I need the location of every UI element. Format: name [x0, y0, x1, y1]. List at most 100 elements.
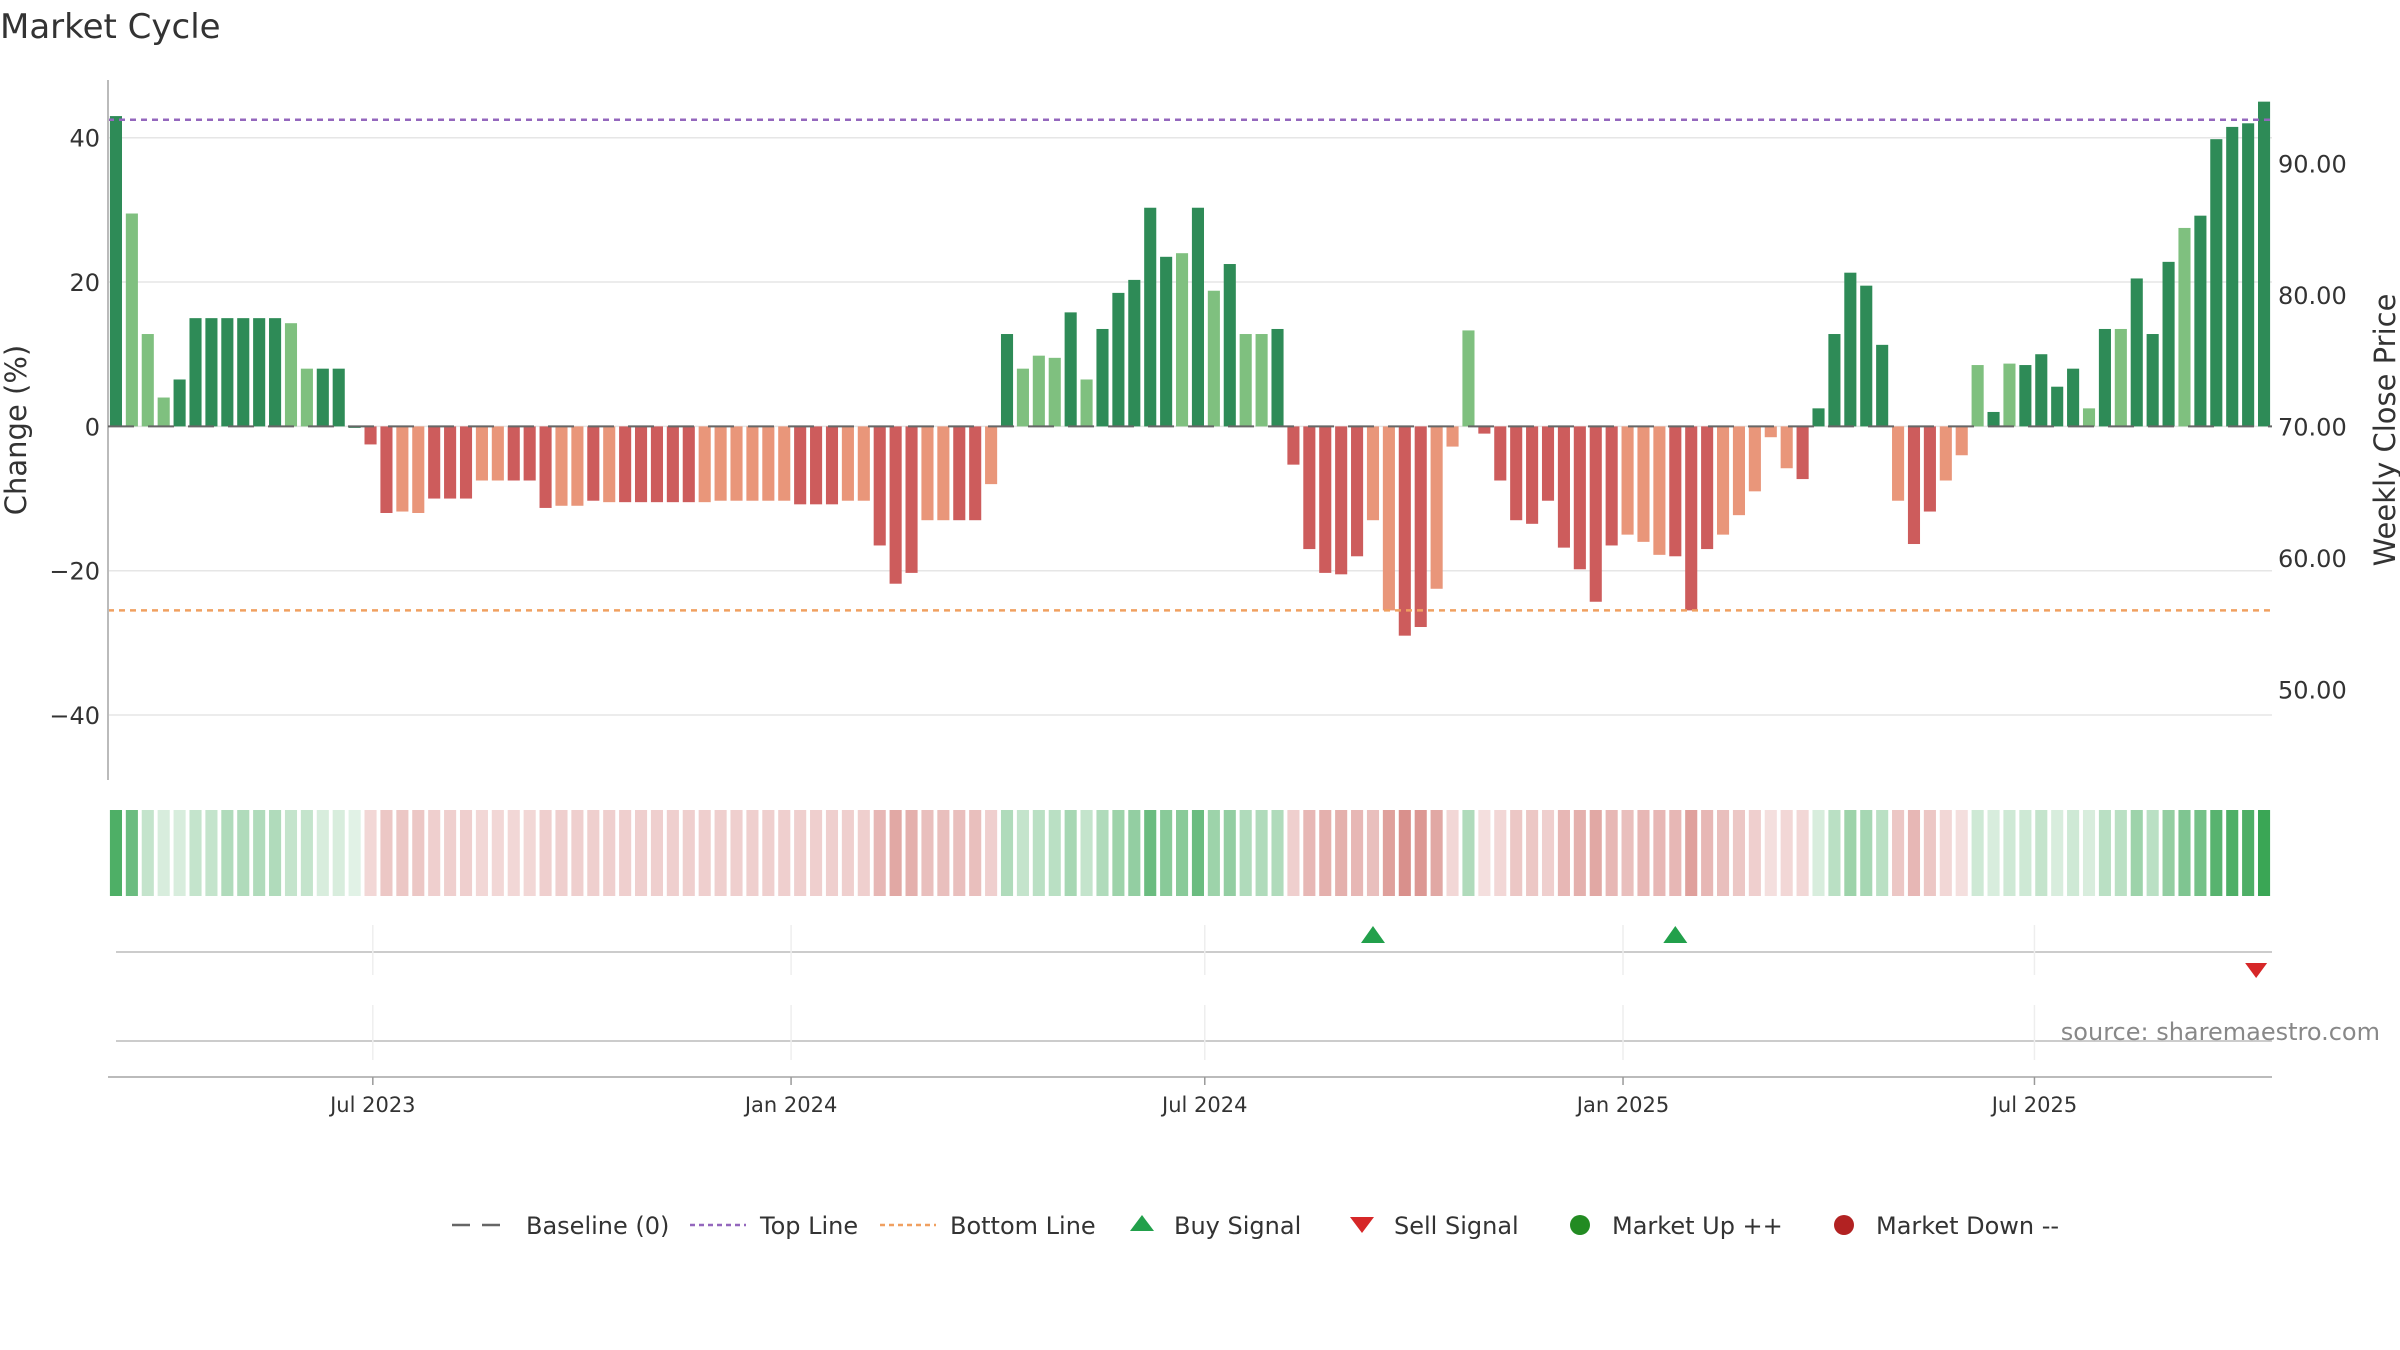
bar	[1175, 253, 1189, 427]
band-cell	[2019, 810, 2032, 896]
bar	[1303, 426, 1316, 550]
band-cell	[698, 810, 711, 896]
bar	[555, 426, 568, 506]
band-cell	[412, 810, 425, 896]
bar	[953, 426, 966, 521]
bar	[1764, 426, 1777, 438]
band-cell	[125, 810, 138, 896]
x-tick-label: Jan 2025	[1575, 1093, 1670, 1117]
bar	[1748, 426, 1761, 492]
band-cell	[300, 810, 313, 896]
legend-label: Sell Signal	[1394, 1212, 1519, 1240]
band-cell	[969, 810, 982, 896]
band-cell	[2146, 810, 2159, 896]
bar	[619, 426, 632, 503]
bar	[316, 368, 329, 427]
band-cell	[253, 810, 266, 896]
legend-item-mdown: Market Down --	[1834, 1212, 2059, 1240]
y-tick-label: −40	[49, 702, 100, 730]
band-cell	[189, 810, 202, 896]
band-cell	[1382, 810, 1395, 896]
bar	[873, 426, 886, 546]
band-cell	[1191, 810, 1205, 896]
bar	[428, 426, 441, 499]
bar	[1414, 426, 1427, 628]
band-cell	[1637, 810, 1650, 896]
band-cell	[2098, 810, 2111, 896]
band-cell	[1510, 810, 1523, 896]
bar	[857, 426, 870, 501]
band-cell	[1446, 810, 1459, 896]
bar	[1541, 426, 1555, 501]
bar	[1605, 426, 1618, 546]
bar	[1828, 334, 1841, 427]
band-cell	[985, 810, 998, 896]
bar	[985, 426, 998, 485]
band-cell	[2226, 810, 2239, 896]
bar	[1287, 426, 1300, 465]
band-cell	[1860, 810, 1873, 896]
source-label: source: sharemaestro.com	[2061, 1018, 2380, 1046]
band-cell	[1828, 810, 1841, 896]
bar	[1144, 207, 1157, 427]
legend-market-up-swatch	[1570, 1215, 1590, 1235]
bar	[1064, 312, 1077, 427]
band-cell	[1653, 810, 1666, 896]
band-cell	[1796, 810, 1809, 896]
reference-lines	[108, 118, 2272, 612]
bar	[2051, 386, 2064, 427]
band-cell	[1223, 810, 1236, 896]
bar	[253, 318, 266, 427]
bar	[1573, 426, 1586, 570]
band-cell	[539, 810, 552, 896]
bar	[2003, 363, 2016, 427]
band-cell	[1064, 810, 1077, 896]
band-cell	[2194, 810, 2207, 896]
legend: Baseline (0) Top Line Bottom Line Buy Signa…	[452, 1212, 2059, 1240]
legend-label: Buy Signal	[1174, 1212, 1301, 1240]
band-cell	[778, 810, 791, 896]
band-cell	[1716, 810, 1730, 896]
bar	[141, 334, 154, 427]
bar	[1351, 426, 1364, 557]
band-cell	[1112, 810, 1125, 896]
band-cell	[1398, 810, 1411, 896]
band-cell	[1128, 810, 1141, 896]
bar-series	[109, 101, 2271, 636]
band-cell	[650, 810, 664, 896]
bar	[1685, 426, 1698, 611]
bar	[1732, 426, 1746, 516]
bar	[1462, 330, 1475, 427]
band-cell	[1701, 810, 1714, 896]
y-tick-label: 0	[85, 413, 100, 441]
bar	[2226, 126, 2239, 427]
band-cell	[523, 810, 536, 896]
bar	[1669, 426, 1682, 557]
bar	[380, 426, 393, 513]
bar	[1271, 328, 1284, 427]
bar	[2067, 368, 2080, 427]
bar	[841, 426, 854, 501]
band-cell	[905, 810, 918, 896]
band-cell	[1923, 810, 1936, 896]
bar	[1939, 426, 1952, 481]
band-cell	[1669, 810, 1682, 896]
band-cell	[1605, 810, 1618, 896]
band-cell	[141, 810, 154, 896]
band-cell	[1541, 810, 1555, 896]
band-cell	[348, 810, 361, 896]
band-cell	[1844, 810, 1857, 896]
band-cell	[459, 810, 473, 896]
bar	[1335, 426, 1348, 575]
band-cell	[1032, 810, 1045, 896]
bar	[221, 318, 234, 427]
band-cell	[2242, 810, 2255, 896]
y2-tick-label: 60.00	[2278, 545, 2347, 573]
bar	[1255, 334, 1268, 427]
band-cell	[714, 810, 727, 896]
bar	[2082, 408, 2096, 427]
bar	[1716, 426, 1730, 535]
band-cell	[428, 810, 441, 896]
bar	[1239, 334, 1252, 427]
